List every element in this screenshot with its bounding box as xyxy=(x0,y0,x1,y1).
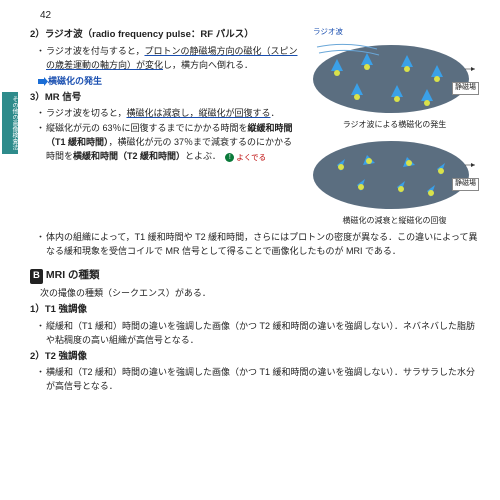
heading-b: BMRI の種類 xyxy=(30,267,482,284)
sec2-item1: ラジオ波を付与すると，プロトンの静磁場方向の磁化（スピンの歳差運動の軸方向）が変… xyxy=(38,45,299,73)
secB2-item1: 横緩和（T2 緩和）時間の違いを強調した画像（かつ T1 緩和時間の違いを強調し… xyxy=(38,366,482,394)
sec2-arrowline: 横磁化の発生 xyxy=(30,75,299,89)
page-number: 42 xyxy=(40,8,51,24)
figure-2: 静磁場 横磁化の減衰と縦磁化の回復 xyxy=(307,135,482,227)
sec3-item3: 体内の組織によって，T1 緩和時間や T2 緩和時間，さらにはプロトンの密度が異… xyxy=(38,231,482,259)
figure-1: ラジオ波 静磁場 ラジオ波による横磁化の発生 xyxy=(307,26,482,131)
fig1-top-label: ラジオ波 xyxy=(307,26,482,38)
heading-b1: 1）T1 強調像 xyxy=(30,303,482,318)
arrow-right-icon xyxy=(38,77,48,86)
heading-b2: 2）T2 強調像 xyxy=(30,350,482,365)
secB-lead: 次の撮像の種類（シークエンス）がある． xyxy=(40,287,482,301)
side-tab: その他の画像検査法 xyxy=(2,92,18,154)
heading-3: 3）MR 信号 xyxy=(30,91,299,106)
sec3-item2: 縦磁化が元の 63％に回復するまでにかかる時間を縦緩和時間（T1 緩和時間），横… xyxy=(38,122,299,164)
yokudasu-icon: ! xyxy=(225,153,234,162)
secB1-item1: 縦緩和（T1 緩和）時間の違いを強調した画像（かつ T2 緩和時間の違いを強調し… xyxy=(38,320,482,348)
sec3-item1: ラジオ波を切ると，横磁化は減衰し，縦磁化が回復する． xyxy=(38,107,299,121)
heading-2: 2）ラジオ波（radio frequency pulse：RF パルス） xyxy=(30,28,299,43)
